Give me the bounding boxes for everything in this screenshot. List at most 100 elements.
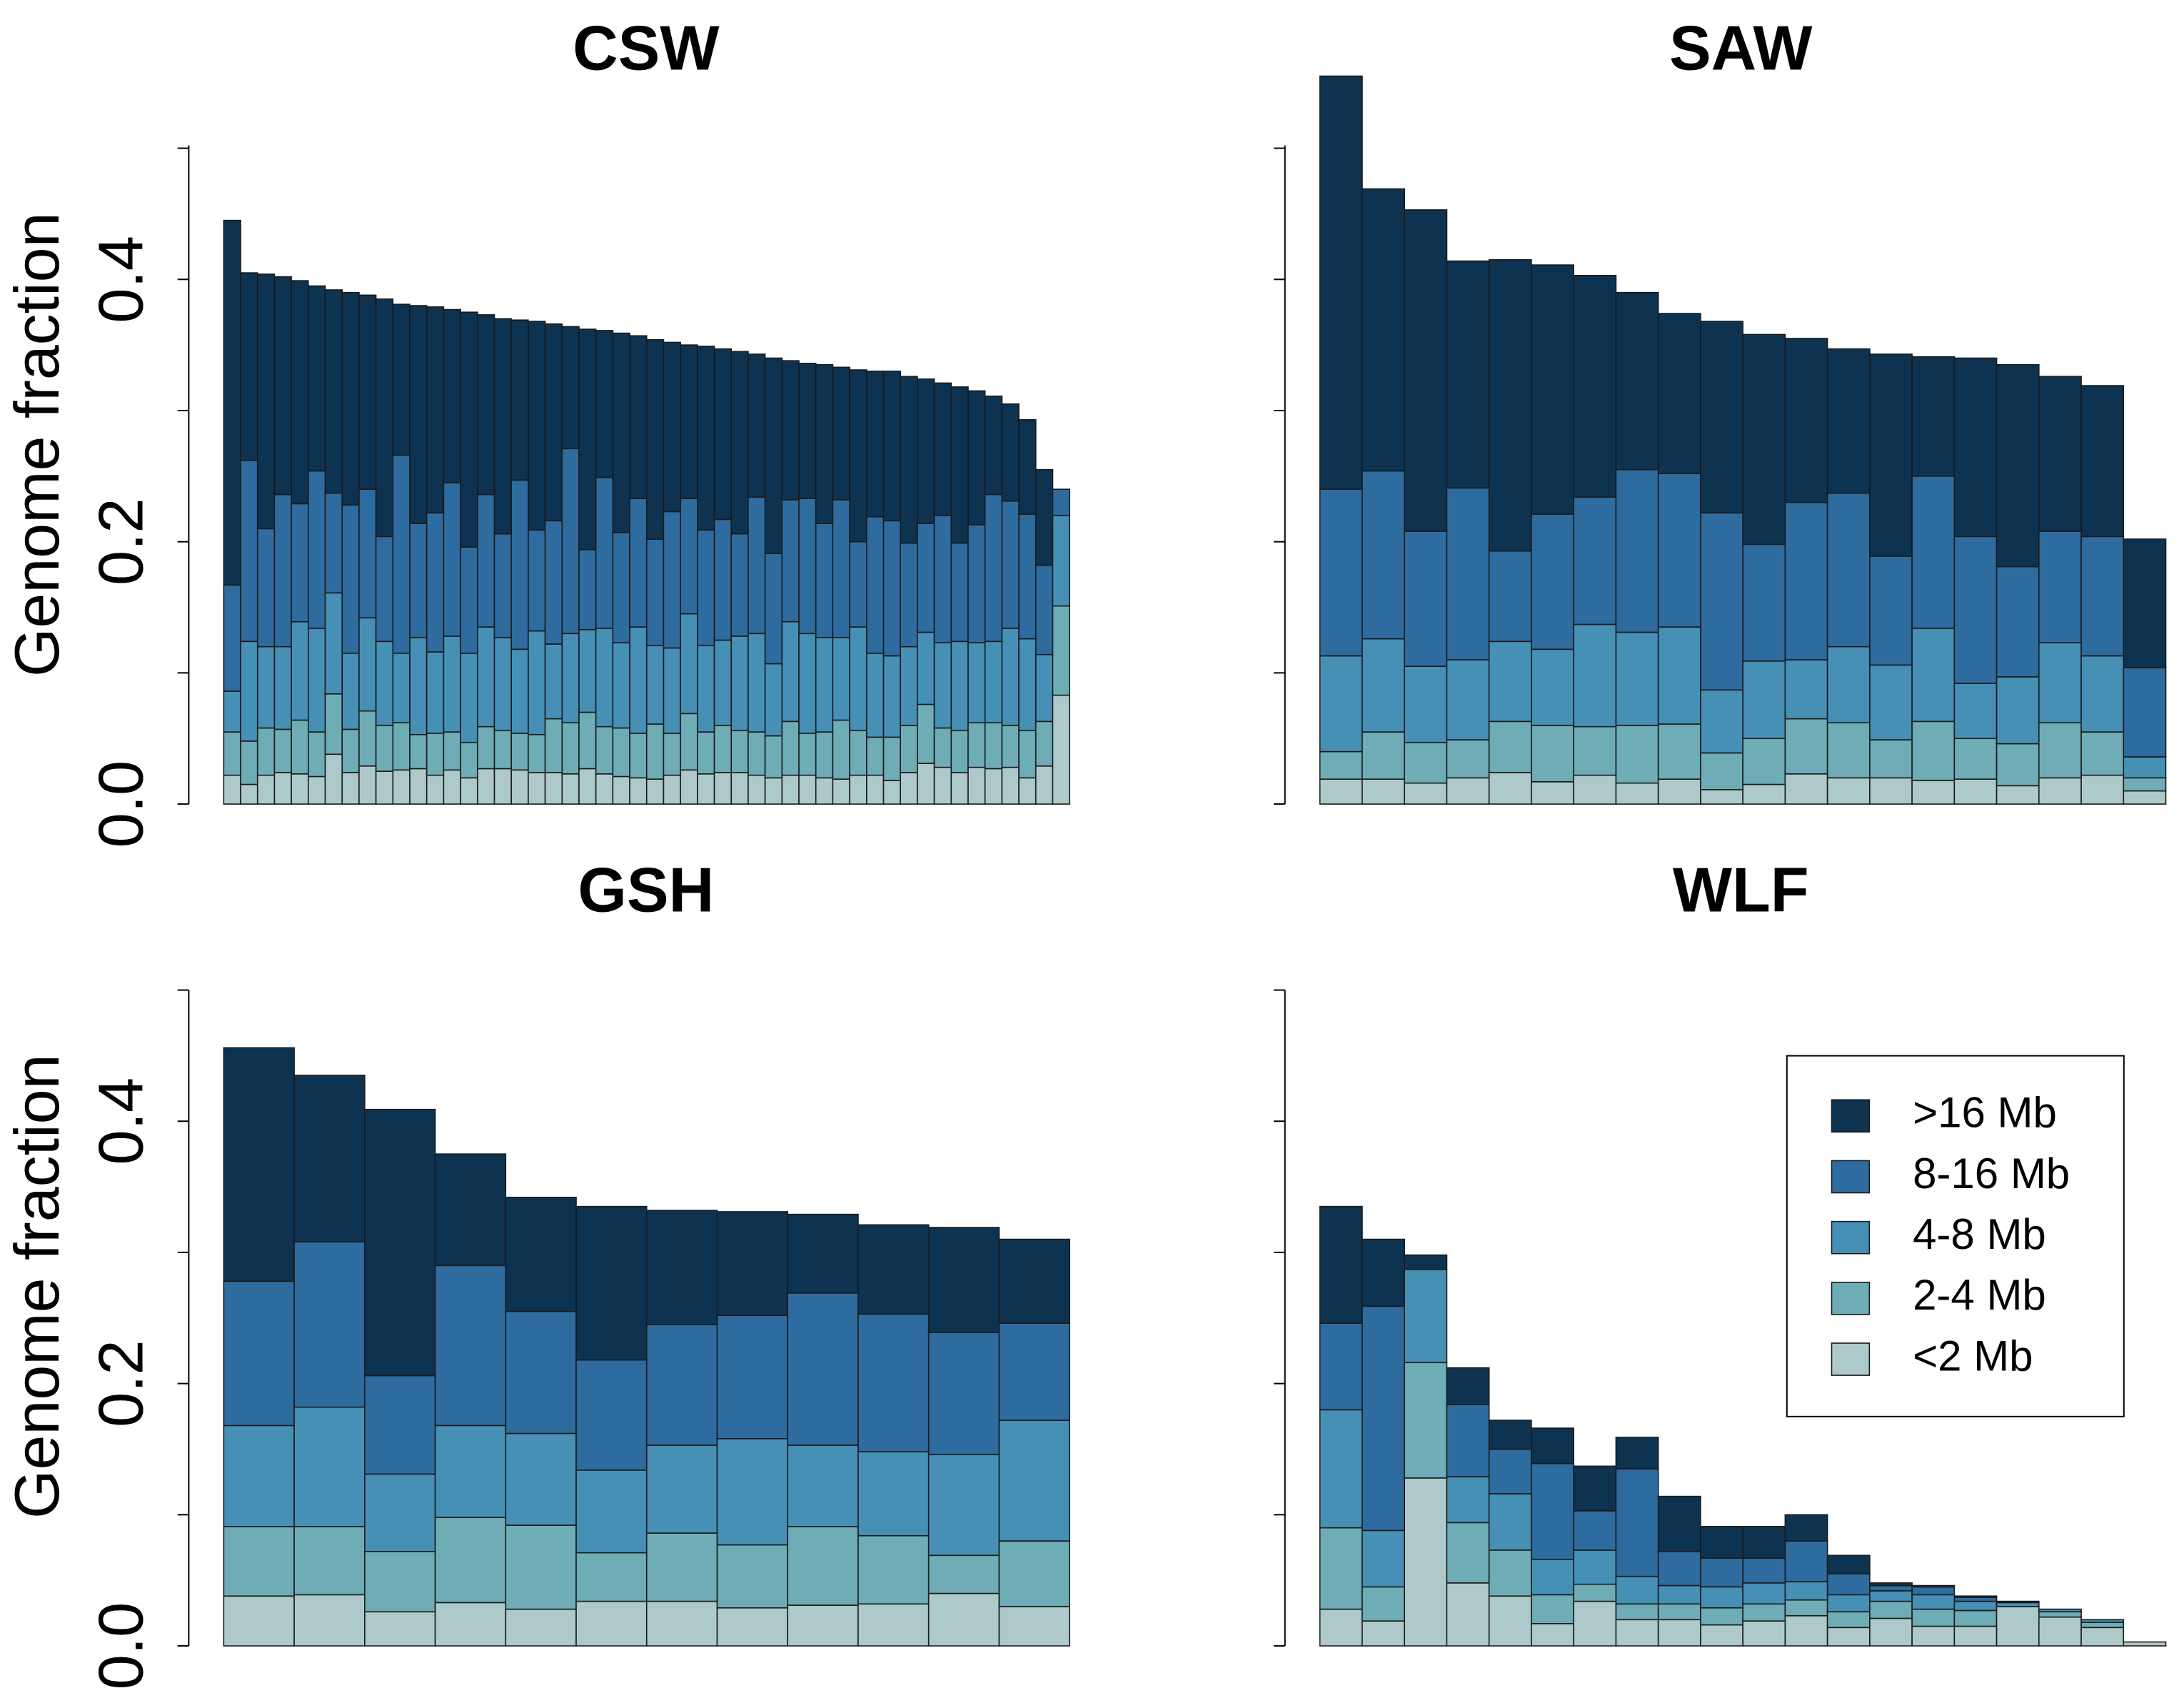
bar-segment <box>787 1292 859 1446</box>
bar-segment <box>787 1445 859 1527</box>
bar-segment <box>544 323 563 522</box>
bar-segment <box>967 523 986 643</box>
bar-segment <box>1742 1620 1786 1647</box>
bar-segment <box>1911 720 1956 781</box>
panel-wlf: WLF 0.0 0.2 0.4 <box>86 855 2167 1689</box>
bar-segment <box>595 330 614 478</box>
bar-segment <box>1052 488 1070 516</box>
bar-segment <box>917 378 935 524</box>
y-tick-label: 0.2 <box>86 498 156 586</box>
bar-segment <box>1362 1586 1405 1622</box>
bar-segment <box>358 765 377 805</box>
bar-segment <box>595 773 614 805</box>
bar-segment <box>443 482 461 637</box>
bar-segment <box>1869 777 1913 805</box>
bar-segment <box>1911 476 1956 629</box>
bar-segment <box>1615 1468 1659 1577</box>
bar-segment <box>1700 1557 1743 1588</box>
bar-segment <box>1826 722 1871 779</box>
bar-segment <box>505 1524 577 1610</box>
y-tick-label: 0.4 <box>86 1077 156 1165</box>
bar-segment <box>493 730 512 770</box>
y-tick-label: 0.4 <box>86 236 156 323</box>
bar-segment <box>2038 642 2082 723</box>
bar-segment <box>866 653 885 738</box>
bar-segment <box>663 341 681 513</box>
bar-segment <box>2123 667 2167 758</box>
bar-segment <box>1826 1573 1871 1596</box>
bar-segment <box>764 735 783 779</box>
bar-segment <box>273 276 292 496</box>
bar-segment <box>1362 470 1405 640</box>
bar-segment <box>730 730 749 773</box>
bar-segment <box>967 390 986 526</box>
bar-segment <box>1446 1522 1490 1584</box>
bar-segment <box>1404 209 1448 532</box>
bar-segment <box>291 503 309 623</box>
bar-segment <box>1784 1614 1828 1647</box>
bar-segment <box>1446 1367 1490 1405</box>
bar-segment <box>1784 1581 1828 1601</box>
bar-segment <box>505 1608 577 1647</box>
bar-segment <box>561 633 580 723</box>
bar-segment <box>1531 781 1574 805</box>
bar-segment <box>2038 1611 2082 1618</box>
bar-segment <box>575 1552 648 1602</box>
bar-segment <box>629 733 648 779</box>
bar-segment <box>713 725 733 773</box>
bar-segment <box>1911 356 1956 477</box>
bar-segment <box>927 1554 1000 1594</box>
bar-segment <box>223 584 241 692</box>
bar-segment <box>748 633 766 733</box>
bar-segment <box>476 626 495 728</box>
bar-segment <box>223 774 241 805</box>
bar-segment <box>293 1075 366 1243</box>
bar-segment <box>933 642 952 729</box>
bar-segment <box>392 769 411 805</box>
bar-segment <box>1742 738 1786 785</box>
bar-segment <box>998 1420 1070 1542</box>
bar-segment <box>1953 778 1998 805</box>
bar-segment <box>998 1540 1070 1607</box>
bar-segment <box>1573 623 1617 728</box>
legend-swatch <box>1831 1099 1871 1133</box>
bar-segment <box>544 718 563 773</box>
bar-segment <box>1657 626 1701 725</box>
bar-segment <box>1911 628 1956 723</box>
bar-segment <box>832 636 850 721</box>
bar-segment <box>849 774 867 805</box>
legend-swatch <box>1831 1282 1871 1315</box>
bar-segment <box>2123 1641 2167 1647</box>
bar-segment <box>324 592 343 695</box>
bar-segment <box>561 448 580 635</box>
bar-segment <box>697 346 715 531</box>
bar-segment <box>1700 512 1743 691</box>
bar-segment <box>223 1280 295 1427</box>
bar-segment <box>223 219 241 586</box>
bar-segment <box>324 753 343 805</box>
bar-segment <box>984 493 1003 643</box>
bar-segment <box>748 731 766 776</box>
bar-segment <box>933 515 952 643</box>
panel-saw: SAW 0.0 0.2 0.4 <box>86 13 2167 848</box>
bar-segment <box>1911 1594 1956 1610</box>
bar-segment <box>409 305 428 524</box>
panel-csw: CSW Genome fraction 0.0 0.2 0.4 <box>1 13 1070 848</box>
bar-segment <box>493 318 512 535</box>
y-tick-label: 0.0 <box>86 760 156 848</box>
bar-segment <box>1446 1404 1490 1477</box>
bar-segment <box>460 311 478 548</box>
bar-segment <box>1615 1603 1659 1621</box>
bar-segment <box>364 1108 436 1377</box>
bar-segment <box>1018 777 1037 805</box>
bar-segment <box>1362 731 1405 780</box>
bar-segment <box>1319 1322 1363 1411</box>
bar-segment <box>578 328 597 551</box>
bar-segment <box>223 1526 295 1597</box>
bar-segment <box>713 348 733 521</box>
y-tick-label: 0.2 <box>86 1340 156 1427</box>
bar-segment <box>341 728 360 773</box>
bar-segment <box>1742 783 1786 805</box>
bar-segment <box>1531 1594 1574 1624</box>
bar-segment <box>544 520 563 645</box>
